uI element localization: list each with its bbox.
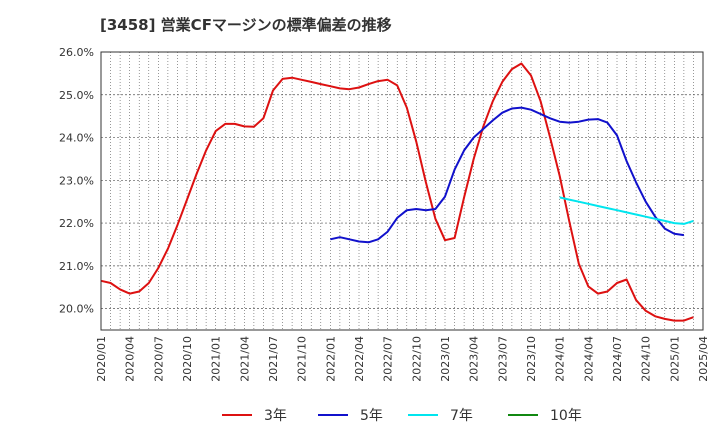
legend: 3年 5年 7年 10年 xyxy=(222,408,582,424)
x-tick-label: 2022/04 xyxy=(353,336,366,382)
legend-label: 3年 xyxy=(264,408,287,424)
x-tick-label: 2024/04 xyxy=(582,336,595,382)
x-tick-label: 2022/01 xyxy=(324,336,337,382)
x-tick-label: 2024/10 xyxy=(640,336,653,382)
y-tick-label: 26.0% xyxy=(59,46,94,59)
x-tick-label: 2023/01 xyxy=(439,336,452,382)
x-tick-label: 2020/04 xyxy=(124,336,137,382)
x-tick-label: 2021/04 xyxy=(238,336,251,382)
x-tick-label: 2022/07 xyxy=(382,336,395,382)
x-tick-label: 2021/07 xyxy=(267,336,280,382)
x-tick-label: 2021/01 xyxy=(210,336,223,382)
x-tick-label: 2020/10 xyxy=(181,336,194,382)
series-layer xyxy=(100,62,694,322)
y-tick-label: 25.0% xyxy=(59,89,94,102)
x-tick-label: 2020/01 xyxy=(95,336,108,382)
plot-frame xyxy=(100,51,704,331)
chart-title: [3458] 営業CFマージンの標準偏差の推移 xyxy=(100,16,392,34)
x-tick-label: 2025/04 xyxy=(697,336,710,382)
y-tick-label: 24.0% xyxy=(59,132,94,145)
x-tick-label: 2024/01 xyxy=(554,336,567,382)
y-tick-label: 22.0% xyxy=(59,217,94,230)
y-axis-ticks: 20.0% 21.0% 22.0% 23.0% 24.0% 25.0% 26.0% xyxy=(59,46,94,316)
x-axis-ticks: 2020/01 2020/04 2020/07 2020/10 2021/01 2021/… xyxy=(95,336,710,382)
y-tick-label: 21.0% xyxy=(59,260,94,273)
x-tick-label: 2025/01 xyxy=(668,336,681,382)
x-tick-label: 2023/07 xyxy=(496,336,509,382)
grid-lines xyxy=(101,51,703,330)
legend-label: 7年 xyxy=(450,408,473,424)
series-line-5年 xyxy=(330,106,685,244)
x-tick-label: 2024/07 xyxy=(611,336,624,382)
x-tick-label: 2021/10 xyxy=(296,336,309,382)
y-tick-label: 23.0% xyxy=(59,174,94,187)
y-tick-label: 20.0% xyxy=(59,303,94,316)
series-line-7年 xyxy=(559,196,694,225)
x-tick-label: 2022/10 xyxy=(410,336,423,382)
x-tick-label: 2023/04 xyxy=(468,336,481,382)
x-tick-label: 2020/07 xyxy=(152,336,165,382)
legend-label: 10年 xyxy=(550,408,582,424)
x-tick-label: 2023/10 xyxy=(525,336,538,382)
legend-label: 5年 xyxy=(360,408,383,424)
series-line-3年 xyxy=(100,62,694,322)
